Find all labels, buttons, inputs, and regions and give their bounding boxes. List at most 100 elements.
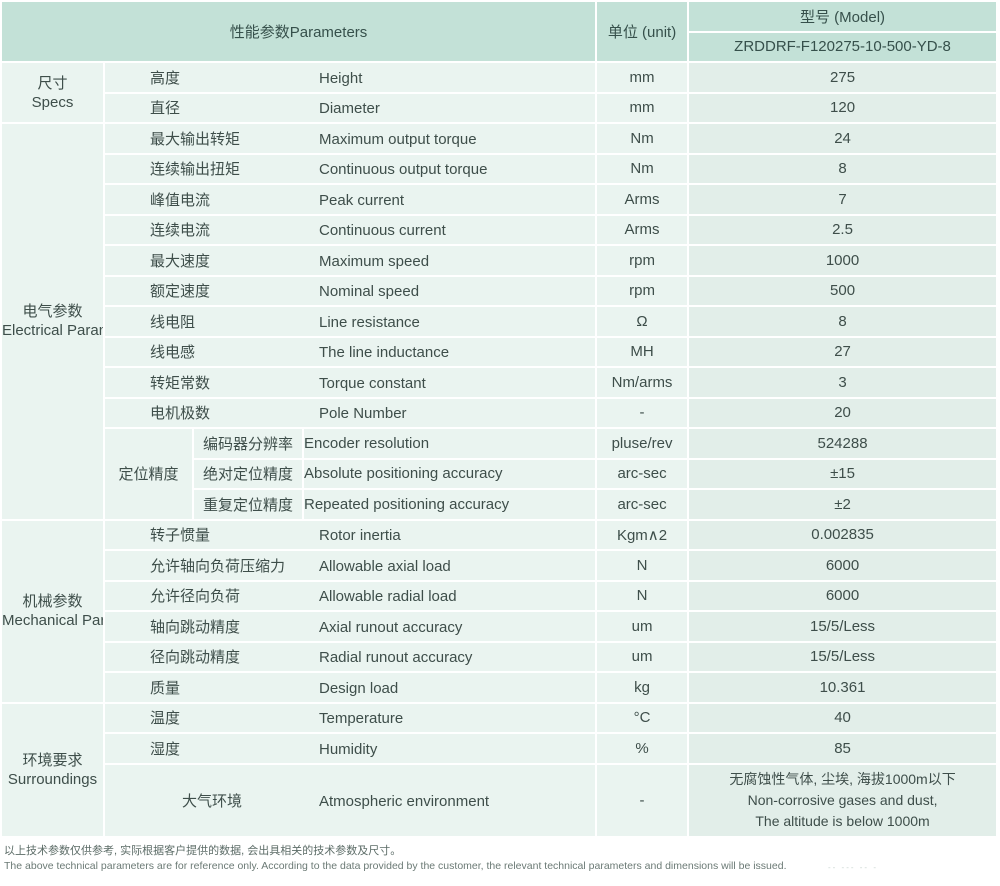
unit-cell: N	[597, 551, 690, 582]
param-row: 湿度 Humidity % 85	[2, 734, 999, 765]
param-label-cell: 额定速度 Nominal speed	[105, 276, 598, 307]
param-row: 重复定位精度 Repeated positioning accuracy arc…	[2, 490, 999, 521]
unit-cell: um	[597, 612, 690, 643]
unit-cell: °C	[597, 703, 690, 734]
unit-cell: arc-sec	[597, 490, 690, 521]
param-zh-label: 连续输出扭矩	[150, 161, 241, 179]
faint-watermark: -- --- -- -	[828, 863, 878, 872]
header-row-2: ZRDDRF-F120275-10-500-YD-8	[2, 32, 999, 63]
param-label-cell: 转矩常数 Torque constant	[105, 368, 598, 399]
param-row: 定位精度 编码器分辨率 Encoder resolution pluse/rev…	[2, 429, 999, 521]
value-cell: 10.361	[689, 673, 999, 704]
param-zh-label: 湿度	[150, 740, 181, 758]
param-en-label: Encoder resolution	[304, 429, 598, 460]
value-cell: 8	[689, 307, 999, 338]
param-row: 电机极数 Pole Number - 20	[2, 398, 999, 429]
param-label-cell: 峰值电流 Peak current	[105, 185, 598, 216]
unit-cell: %	[597, 734, 690, 765]
param-row: 转矩常数 Torque constant Nm/arms 3	[2, 368, 999, 399]
value-cell: 无腐蚀性气体, 尘埃, 海拔1000m以下 Non-corrosive gase…	[689, 764, 999, 838]
param-label-cell: 湿度 Humidity	[105, 734, 598, 765]
header-row-1: 性能参数Parameters 单位 (unit) 型号 (Model)	[2, 2, 999, 63]
param-label-cell: 允许径向负荷 Allowable radial load	[105, 581, 598, 612]
param-zh-label: 额定速度	[150, 283, 211, 301]
param-zh-label: 峰值电流	[150, 191, 211, 209]
unit-cell: kg	[597, 673, 690, 704]
section-cell-surroundings: 环境要求 Surroundings	[2, 703, 105, 838]
param-label-cell: 允许轴向负荷压缩力 Allowable axial load	[105, 551, 598, 582]
param-label-cell: 温度 Temperature	[105, 703, 598, 734]
section-zh-label: 尺寸	[37, 74, 68, 92]
param-en-label: Continuous current	[319, 222, 446, 240]
value-cell: 40	[689, 703, 999, 734]
unit-cell: Nm	[597, 124, 690, 155]
value-cell: 7	[689, 185, 999, 216]
param-zh-label: 轴向跳动精度	[150, 618, 241, 636]
footnotes: 以上技术参数仅供参考, 实际根据客户提供的数据, 会出具相关的技术参数及尺寸。 …	[4, 844, 1000, 873]
param-zh-label: 转矩常数	[150, 374, 211, 392]
param-label-cell: 高度 Height	[105, 63, 598, 94]
param-en-label: Torque constant	[319, 374, 426, 392]
param-row: 允许轴向负荷压缩力 Allowable axial load N 6000	[2, 551, 999, 582]
unit-cell: -	[597, 398, 690, 429]
param-row: 允许径向负荷 Allowable radial load N 6000	[2, 581, 999, 612]
unit-cell: rpm	[597, 276, 690, 307]
section-en-label: Mechanical Parameters	[2, 612, 105, 629]
param-en-label: Radial runout accuracy	[319, 649, 473, 667]
param-row: 线电感 The line inductance MH 27	[2, 337, 999, 368]
unit-cell: pluse/rev	[597, 429, 690, 460]
value-line-en: Non-corrosive gases and dust,	[747, 791, 938, 808]
param-en-label: Rotor inertia	[319, 527, 401, 545]
subgroup-cell-positioning: 定位精度	[105, 429, 194, 521]
unit-cell: MH	[597, 337, 690, 368]
unit-cell: arc-sec	[597, 459, 690, 490]
unit-cell: Nm	[597, 154, 690, 185]
param-en-label: Continuous output torque	[319, 161, 488, 179]
unit-cell: mm	[597, 63, 690, 94]
param-label-cell: 径向跳动精度 Radial runout accuracy	[105, 642, 598, 673]
param-label-cell: 连续输出扭矩 Continuous output torque	[105, 154, 598, 185]
param-zh-label: 最大速度	[150, 252, 211, 270]
param-en-label: Atmospheric environment	[319, 792, 490, 810]
value-cell: ±15	[689, 459, 999, 490]
unit-cell: rpm	[597, 246, 690, 277]
subparam-zh-label: 重复定位精度	[194, 490, 304, 521]
param-label-cell: 大气环境 Atmospheric environment	[105, 764, 598, 838]
param-row: 质量 Design load kg 10.361	[2, 673, 999, 704]
param-label-cell: 电机极数 Pole Number	[105, 398, 598, 429]
param-en-label: Design load	[319, 679, 399, 697]
param-row: 环境要求 Surroundings 温度 Temperature °C 40	[2, 703, 999, 838]
section-en-label: Specs	[31, 93, 74, 111]
value-cell: 15/5/Less	[689, 642, 999, 673]
param-row: 直径 Diameter mm 120	[2, 93, 999, 124]
param-row: 电气参数 Electrical Parameters 最大输出转矩 Maximum…	[2, 124, 999, 521]
param-row: 径向跳动精度 Radial runout accuracy um 15/5/Les…	[2, 642, 999, 673]
param-row: 线电阻 Line resistance Ω 8	[2, 307, 999, 338]
param-en-label: Allowable radial load	[319, 588, 457, 606]
unit-cell: Kgm∧2	[597, 520, 690, 551]
param-zh-label: 径向跳动精度	[150, 649, 241, 667]
footnote-zh: 以上技术参数仅供参考, 实际根据客户提供的数据, 会出具相关的技术参数及尺寸。	[4, 844, 402, 857]
value-cell: 20	[689, 398, 999, 429]
param-label-cell: 线电阻 Line resistance	[105, 307, 598, 338]
unit-cell: Arms	[597, 185, 690, 216]
param-en-label: Repeated positioning accuracy	[304, 490, 598, 521]
value-cell: 1000	[689, 246, 999, 277]
param-en-label: Humidity	[319, 740, 378, 758]
param-label-cell: 轴向跳动精度 Axial runout accuracy	[105, 612, 598, 643]
param-label-cell: 线电感 The line inductance	[105, 337, 598, 368]
param-zh-label: 高度	[150, 69, 181, 87]
value-cell: 6000	[689, 581, 999, 612]
model-number: ZRDDRF-F120275-10-500-YD-8	[689, 32, 999, 63]
unit-cell: Nm/arms	[597, 368, 690, 399]
section-zh-label: 环境要求	[22, 751, 83, 769]
unit-cell: um	[597, 642, 690, 673]
param-en-label: Absolute positioning accuracy	[304, 459, 598, 490]
param-label-cell: 最大输出转矩 Maximum output torque	[105, 124, 598, 155]
footnote-en: The above technical parameters are for r…	[4, 859, 787, 872]
value-cell: 6000	[689, 551, 999, 582]
section-cell-specs: 尺寸 Specs	[2, 63, 105, 124]
value-line-en: The altitude is below 1000m	[755, 812, 930, 829]
param-row: 最大速度 Maximum speed rpm 1000	[2, 246, 999, 277]
param-zh-label: 允许径向负荷	[150, 588, 241, 606]
